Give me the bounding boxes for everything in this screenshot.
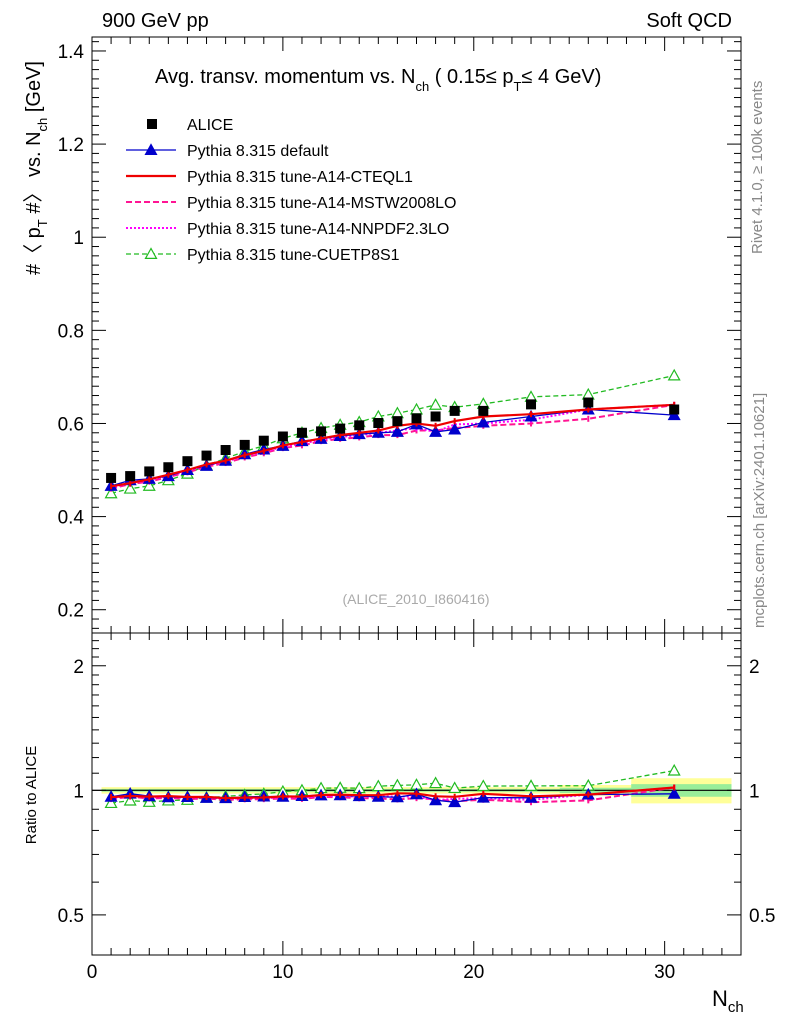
legend-label-2: Pythia 8.315 tune-A14-CTEQL1 — [187, 169, 413, 186]
data-point — [478, 405, 489, 416]
x-axis-label-main: N — [712, 986, 728, 1011]
series-point — [667, 408, 681, 421]
rivet-label: Rivet 4.1.0, ≥ 100k events — [749, 81, 766, 254]
x-tick-label: 20 — [463, 962, 484, 983]
data-point — [392, 416, 403, 427]
data-point — [526, 399, 537, 410]
data-point — [411, 413, 422, 424]
ratio-point — [476, 790, 490, 803]
chart-title: Avg. transv. momentum vs. Nch ( 0.15≤ pT… — [155, 66, 601, 94]
ratio-tick-label-right: 1 — [749, 781, 760, 802]
ratio-series — [104, 763, 681, 809]
legend-label-4: Pythia 8.315 tune-A14-NNPDF2.3LO — [187, 221, 449, 238]
data-point — [220, 445, 231, 456]
title-T: T — [514, 79, 522, 94]
header-right: Soft QCD — [646, 10, 732, 32]
data-point — [296, 427, 307, 438]
title-ch: ch — [415, 79, 429, 94]
series-point — [667, 368, 681, 381]
legend-marker — [144, 247, 158, 259]
mcplots-label: mcplots.cern.ch [arXiv:2401.10621] — [751, 393, 768, 628]
ratio-y-axis-label: Ratio to ALICE — [23, 746, 40, 844]
data-point — [239, 439, 250, 450]
ratio-tick-label: 2 — [73, 657, 84, 678]
legend: ALICE Pythia 8.315 default Pythia 8.315 tu… — [126, 117, 456, 264]
data-point — [163, 462, 174, 473]
series-point — [429, 425, 443, 437]
ratio-point — [123, 793, 137, 806]
title-range-open: ( 0.15≤ p — [429, 66, 513, 88]
ratio-point — [448, 781, 462, 794]
x-ticks: 0 10 20 30 — [87, 37, 742, 983]
y-tick-label: 1.4 — [58, 42, 85, 63]
x-axis-label-sub: ch — [728, 999, 744, 1016]
ratio-point — [448, 795, 462, 808]
ratio-y-ticks: 0.5 0.5 1 1 2 2 — [58, 640, 775, 956]
x-axis-label: Nch — [712, 986, 744, 1016]
data-point — [258, 435, 269, 446]
data-point — [583, 397, 594, 408]
series-point — [390, 425, 404, 437]
data-point — [316, 426, 327, 437]
analysis-tag: (ALICE_2010_I860416) — [342, 591, 489, 607]
legend-label-0: ALICE — [187, 117, 233, 134]
ratio-point — [429, 793, 443, 806]
data-point — [144, 466, 155, 477]
series-point — [429, 398, 443, 410]
ratio-point — [390, 790, 404, 803]
series-point — [581, 387, 595, 400]
ratio-point — [476, 779, 490, 792]
y-tick-label: 1 — [73, 228, 84, 249]
data-point — [449, 405, 460, 416]
data-point — [354, 420, 365, 431]
series-point — [448, 422, 462, 435]
series-line-4 — [110, 403, 675, 489]
y-tick-label: 0.4 — [58, 508, 85, 529]
data-point — [373, 418, 384, 429]
legend-marker-alice — [147, 119, 157, 129]
series-point — [390, 406, 404, 419]
legend-marker — [144, 143, 158, 155]
data-point — [430, 411, 441, 422]
y-tick-label: 0.6 — [58, 414, 84, 435]
y-tick-label: 1.2 — [58, 135, 84, 156]
ratio-tick-label-right: 2 — [749, 657, 760, 678]
ratio-point — [667, 763, 681, 776]
main-y-ticks: 0.2 0.4 0.6 0.8 1 1.2 1.4 — [58, 41, 741, 629]
ratio-line-4 — [110, 786, 675, 802]
legend-label-3: Pythia 8.315 tune-A14-MSTW2008LO — [187, 195, 456, 212]
y-tick-label: 0.2 — [58, 601, 84, 622]
series-point — [476, 415, 490, 428]
title-range-close: ≤ 4 GeV) — [522, 66, 602, 88]
data-point — [182, 456, 193, 467]
ratio-tick-label-right: 0.5 — [749, 906, 775, 927]
header-left: 900 GeV pp — [102, 10, 209, 32]
x-tick-label: 10 — [272, 962, 293, 983]
ratio-tick-label: 1 — [73, 781, 84, 802]
data-point — [106, 472, 117, 483]
y-tick-label: 0.8 — [58, 321, 84, 342]
series-point — [104, 486, 118, 499]
ratio-point — [524, 779, 538, 791]
y-axis-label: #〈 pT #〉 vs. Nch [GeV] — [23, 61, 50, 275]
data-point — [335, 423, 346, 434]
data-point — [277, 431, 288, 442]
series-point — [123, 481, 137, 494]
ratio-point — [390, 778, 404, 791]
ratio-tick-label: 0.5 — [58, 906, 84, 927]
ratio-point — [104, 796, 118, 809]
title-main: Avg. transv. momentum vs. N — [155, 66, 415, 88]
ratio-point — [667, 787, 681, 799]
x-tick-label: 0 — [87, 962, 98, 983]
legend-label-1: Pythia 8.315 default — [187, 143, 329, 160]
data-point — [125, 471, 136, 482]
main-series — [104, 368, 681, 499]
ratio-point — [429, 776, 443, 789]
data-point — [201, 450, 212, 461]
data-point — [669, 404, 680, 415]
legend-label-5: Pythia 8.315 tune-CUETP8S1 — [187, 247, 400, 264]
series-point — [142, 479, 156, 491]
x-tick-label: 30 — [654, 962, 675, 983]
